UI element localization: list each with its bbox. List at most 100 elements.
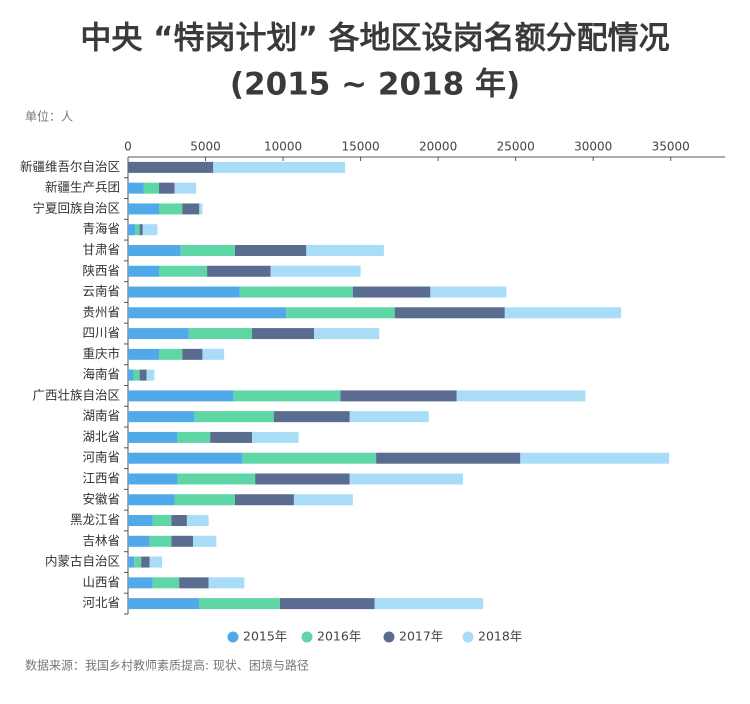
bar-segment [293,494,353,506]
bar-segment [128,369,134,381]
chart-title: 中央 “特岗计划” 各地区设岗名额分配情况 [80,21,669,57]
bar-segment [177,473,256,485]
bar-segment [159,203,183,215]
bar-segment [286,307,395,319]
bar-segment [149,535,172,547]
bar-segment [182,348,203,360]
bar-segment [152,577,180,589]
bar-segment [139,224,143,236]
bar-segment [128,556,135,568]
bar-segment [194,411,274,423]
legend-label: 2015年 [243,629,287,644]
bar-segment [504,307,622,319]
bar-segment [180,244,235,256]
bar-segment [152,515,172,527]
bar-segment [186,515,209,527]
bar-segment [340,390,457,402]
bar-segment [207,265,271,277]
bar-segment [252,431,299,443]
x-tick-label: 15000 [342,140,380,154]
legend-label: 2016年 [317,629,361,644]
category-label: 贵州省 [82,304,120,319]
bar-segment [234,244,307,256]
category-label: 四川省 [82,325,120,340]
bar-segment [128,452,243,464]
bar-segment [128,473,178,485]
bar-segment [234,494,294,506]
bar-segment [133,369,140,381]
bar-segment [146,369,155,381]
category-label: 河北省 [82,595,120,610]
source: 数据来源：我国乡村教师素质提高: 现状、困境与路径 [25,658,309,673]
bar-segment [139,369,147,381]
bar-segment [252,328,315,340]
bar-segment [208,577,245,589]
bar-segment [430,286,507,298]
bar-segment [456,390,586,402]
x-tick-label: 0 [124,140,132,154]
bar-segment [376,452,521,464]
bar-segment [171,535,194,547]
bar-segment [128,535,150,547]
bar-segment [306,244,384,256]
bar-segment [143,182,160,194]
category-label: 湖北省 [82,429,120,444]
x-tick-label: 5000 [190,140,221,154]
x-tick-label: 30000 [574,140,612,154]
bar-segment [199,598,280,610]
legend-marker [383,631,395,643]
bar-segment [174,182,197,194]
category-label: 江西省 [82,470,120,485]
category-label: 安徽省 [82,491,120,506]
bar-segment [128,390,234,402]
bar-segment [128,307,287,319]
bar-segment [159,348,183,360]
bar-segment [273,411,350,423]
category-label: 甘肃省 [82,242,120,257]
legend-marker [301,631,313,643]
bar-segment [128,598,200,610]
category-label: 吉林省 [82,533,120,548]
legend-label: 2017年 [399,629,443,644]
category-label: 湖南省 [82,408,120,423]
bar-segment [128,265,160,277]
bar-segment [128,203,160,215]
bar-segment [352,286,431,298]
bar-segment [239,286,353,298]
legend-marker [462,631,474,643]
bar-segment [128,431,178,443]
bar-segment [128,577,153,589]
bar-segment [270,265,361,277]
bar-segment [520,452,670,464]
bar-segment [394,307,505,319]
bar-segment [128,328,189,340]
category-label: 陕西省 [82,263,120,278]
category-label: 新疆维吾尔自治区 [20,159,120,174]
legend-marker [227,631,239,643]
bar-segment [159,265,208,277]
category-label: 云南省 [82,284,120,299]
category-label: 青海省 [82,221,120,236]
legend-label: 2018年 [478,629,522,644]
x-tick-label: 35000 [652,140,690,154]
bar-segment [255,473,350,485]
unit-label: 单位：人 [25,109,73,124]
x-tick-label: 20000 [419,140,457,154]
bar-segment [213,161,346,173]
bar-segment [128,182,144,194]
bar-segment [199,203,203,215]
category-label: 广西壮族自治区 [32,387,120,402]
x-tick-label: 10000 [264,140,302,154]
chart-subtitle: (2015 ~ 2018 年) [230,67,520,103]
bar-segment [188,328,253,340]
bar-segment [134,556,142,568]
bar-segment [182,203,200,215]
bar-segment [179,577,209,589]
bar-segment [233,390,341,402]
bar-segment [128,224,135,236]
bar-segment [210,431,253,443]
category-label: 海南省 [82,367,120,382]
bar-segment [141,556,150,568]
bar-segment [128,348,160,360]
